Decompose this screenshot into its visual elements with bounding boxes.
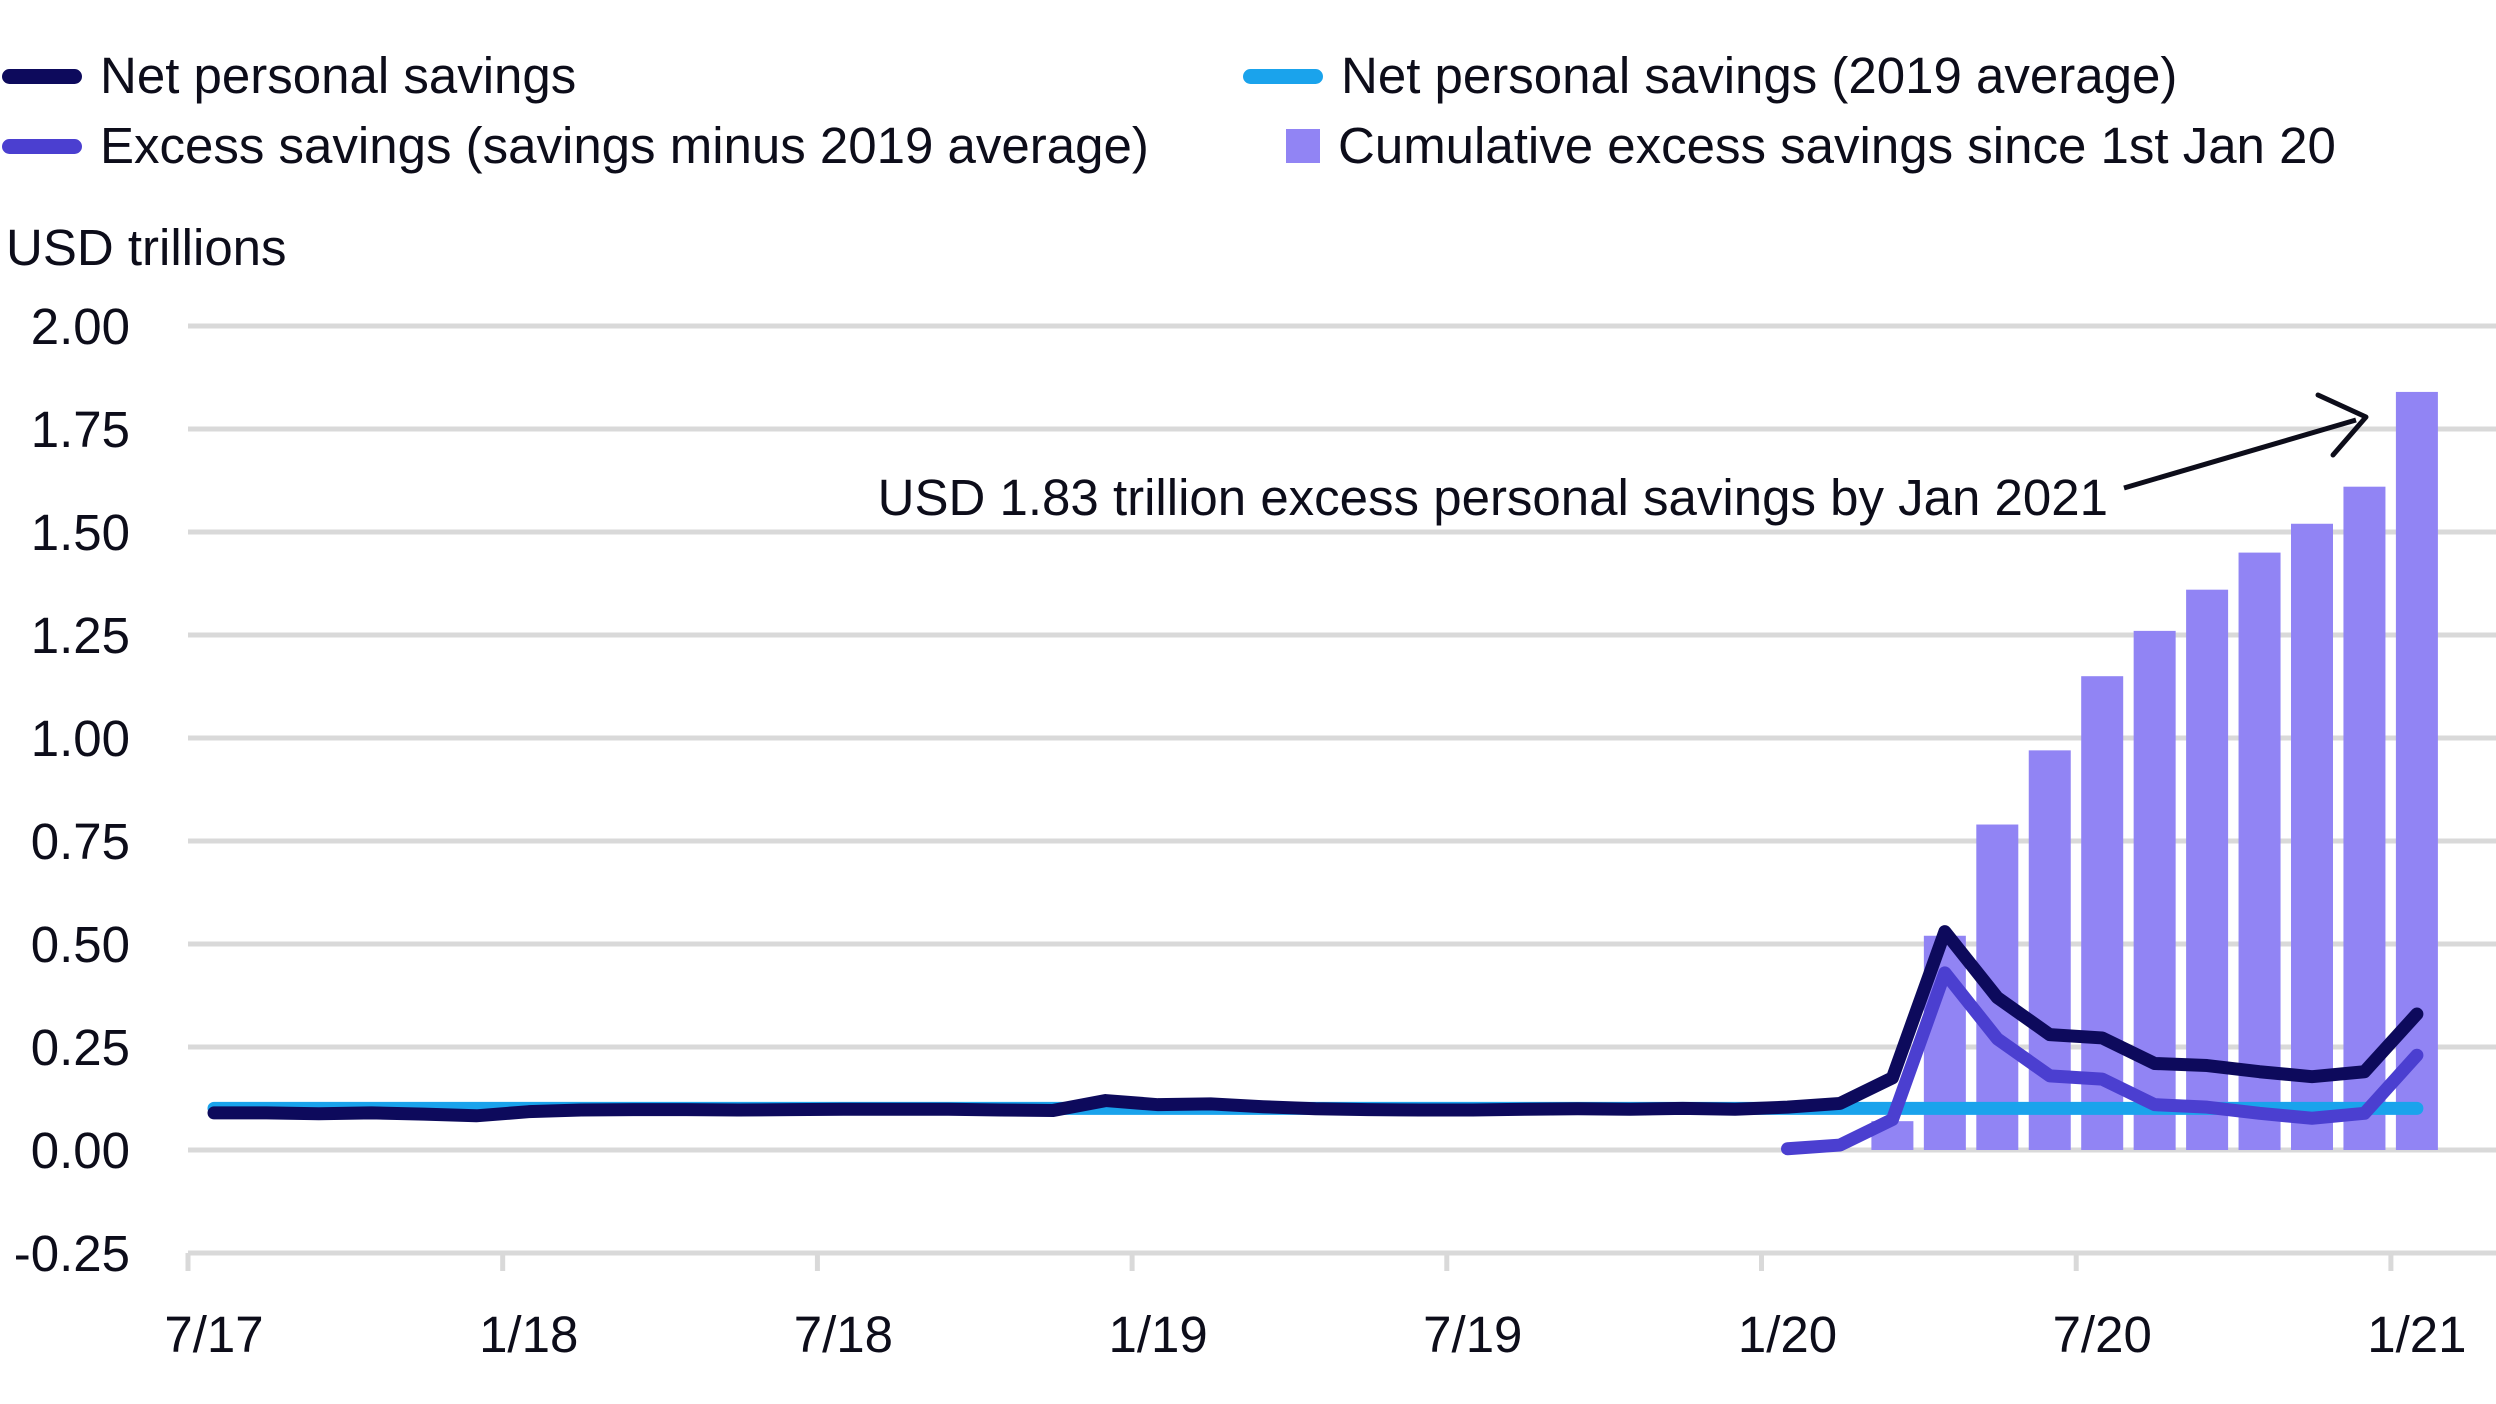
bar-cumulative-excess-savings [2238,552,2281,1150]
bar-cumulative-excess-savings [2186,589,2229,1150]
legend-label-cumulative: Cumulative excess savings since 1st Jan … [1338,117,2336,174]
x-tick-label: 7/20 [2053,1306,2152,1363]
y-axis-label: USD trillions [6,219,287,276]
bar-cumulative-excess-savings [2081,676,2124,1150]
legend-swatch-cumulative [1286,129,1320,163]
legend-swatch-net-savings [2,68,82,84]
y-tick-label: 0.75 [31,813,130,870]
y-tick-label: 0.00 [31,1122,130,1179]
line-series [207,925,2424,1156]
annotation-arrow-head [2315,392,2369,458]
x-tick-label: 1/18 [479,1306,578,1363]
legend-item-excess-savings: Excess savings (savings minus 2019 avera… [2,116,1149,176]
legend-label-2019-average: Net personal savings (2019 average) [1341,47,2178,104]
legend-label-excess-savings: Excess savings (savings minus 2019 avera… [100,117,1149,174]
x-tick-label: 1/19 [1108,1306,1207,1363]
legend-label-net-savings: Net personal savings [100,47,577,104]
axes: 2.00 1.75 1.50 1.25 1.00 0.75 0.50 0.25 0.00 -0.2… [14,298,2496,1363]
y-tick-label: 1.00 [31,710,130,767]
y-tick-label: 1.25 [31,607,130,664]
chart-legend: Net personal savings Net personal saving… [0,0,2496,174]
y-tick-label: -0.25 [14,1225,130,1282]
bar-cumulative-excess-savings [2028,750,2071,1150]
y-tick-label: 0.25 [31,1019,130,1076]
y-tick-label: 1.50 [31,504,130,561]
x-tick-label: 1/21 [2367,1306,2466,1363]
legend-item-net-savings: Net personal savings [2,46,576,106]
legend-swatch-2019-average [1243,68,1323,84]
line-excess-savings [1781,966,2424,1156]
x-tick-label: 7/17 [164,1306,263,1363]
annotation-arrow-shaft [2123,417,2357,491]
y-tick-label: 1.75 [31,401,130,458]
x-tick-label: 7/19 [1423,1306,1522,1363]
bar-cumulative-excess-savings [2133,630,2176,1150]
x-tick-label: 1/20 [1738,1306,1837,1363]
y-tick-label: 0.50 [31,916,130,973]
legend-item-2019-average: Net personal savings (2019 average) [1243,46,2177,106]
annotation-text: USD 1.83 trillion excess personal saving… [878,469,2108,526]
legend-item-cumulative: Cumulative excess savings since 1st Jan … [1286,116,2336,176]
bar-cumulative-excess-savings [2291,523,2333,1150]
line-net-personal-savings [207,925,2424,1123]
y-tick-label: 2.00 [31,298,130,355]
x-tick-label: 7/18 [794,1306,893,1363]
legend-swatch-excess-savings [2,138,82,154]
annotation-layer: USD 1.83 trillion excess personal saving… [878,392,2369,526]
bar-cumulative-excess-savings [2343,486,2386,1150]
